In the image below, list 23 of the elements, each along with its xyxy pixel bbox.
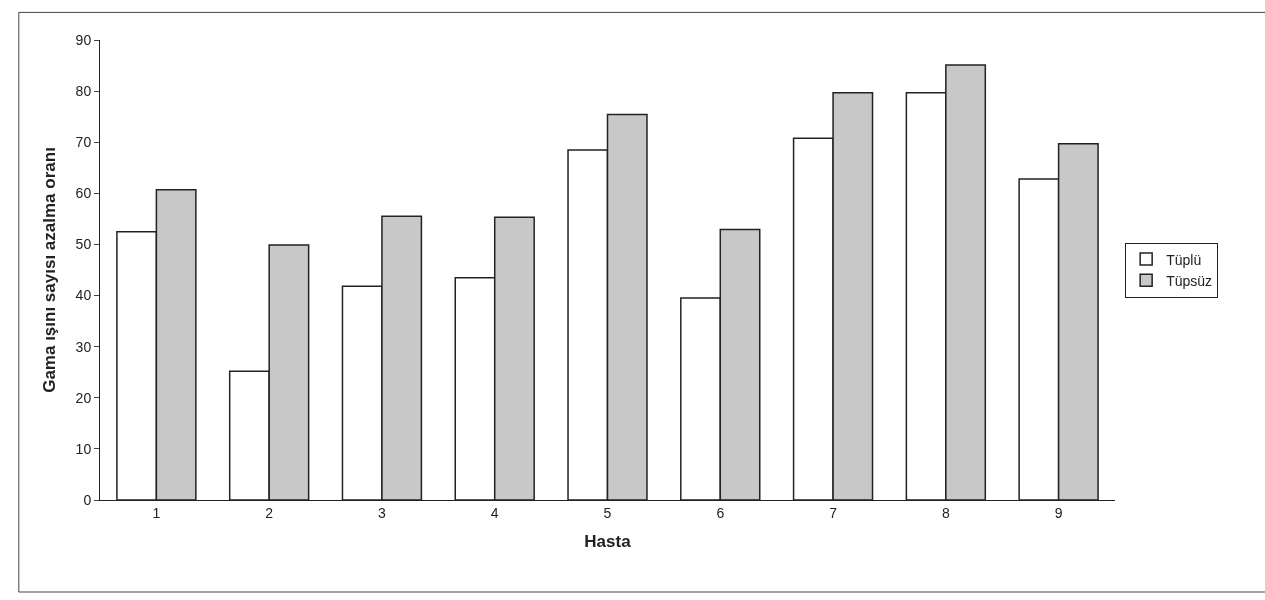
x-tick-label: 5 bbox=[603, 504, 612, 521]
y-tick-label: 60 bbox=[75, 185, 92, 202]
y-tick-label: 50 bbox=[75, 236, 92, 253]
x-tick-label: 7 bbox=[829, 504, 838, 521]
y-tick-label: 90 bbox=[75, 31, 92, 48]
y-tick-label: 30 bbox=[75, 338, 92, 355]
x-tick-label: 4 bbox=[490, 504, 499, 521]
x-tick-label: 8 bbox=[941, 504, 950, 521]
x-tick-label: 1 bbox=[152, 504, 161, 521]
y-tick-label: 40 bbox=[75, 287, 92, 304]
y-tick-label: 10 bbox=[75, 440, 92, 457]
legend-label: Tüplü bbox=[1166, 251, 1202, 268]
y-tick-label: 70 bbox=[75, 134, 92, 151]
y-tick-label: 80 bbox=[75, 83, 92, 100]
y-tick-label: 0 bbox=[83, 491, 92, 508]
y-tick-label: 20 bbox=[75, 389, 92, 406]
legend-label: Tüpsüz bbox=[1166, 272, 1213, 289]
y-axis-title: Gama ışını sayısı azalma oranı bbox=[40, 147, 60, 393]
x-tick-label: 6 bbox=[716, 504, 725, 521]
x-tick-label: 9 bbox=[1054, 504, 1063, 521]
x-tick-label: 3 bbox=[378, 504, 387, 521]
x-axis-title: Hasta bbox=[584, 532, 632, 552]
x-tick-label: 2 bbox=[265, 504, 274, 521]
